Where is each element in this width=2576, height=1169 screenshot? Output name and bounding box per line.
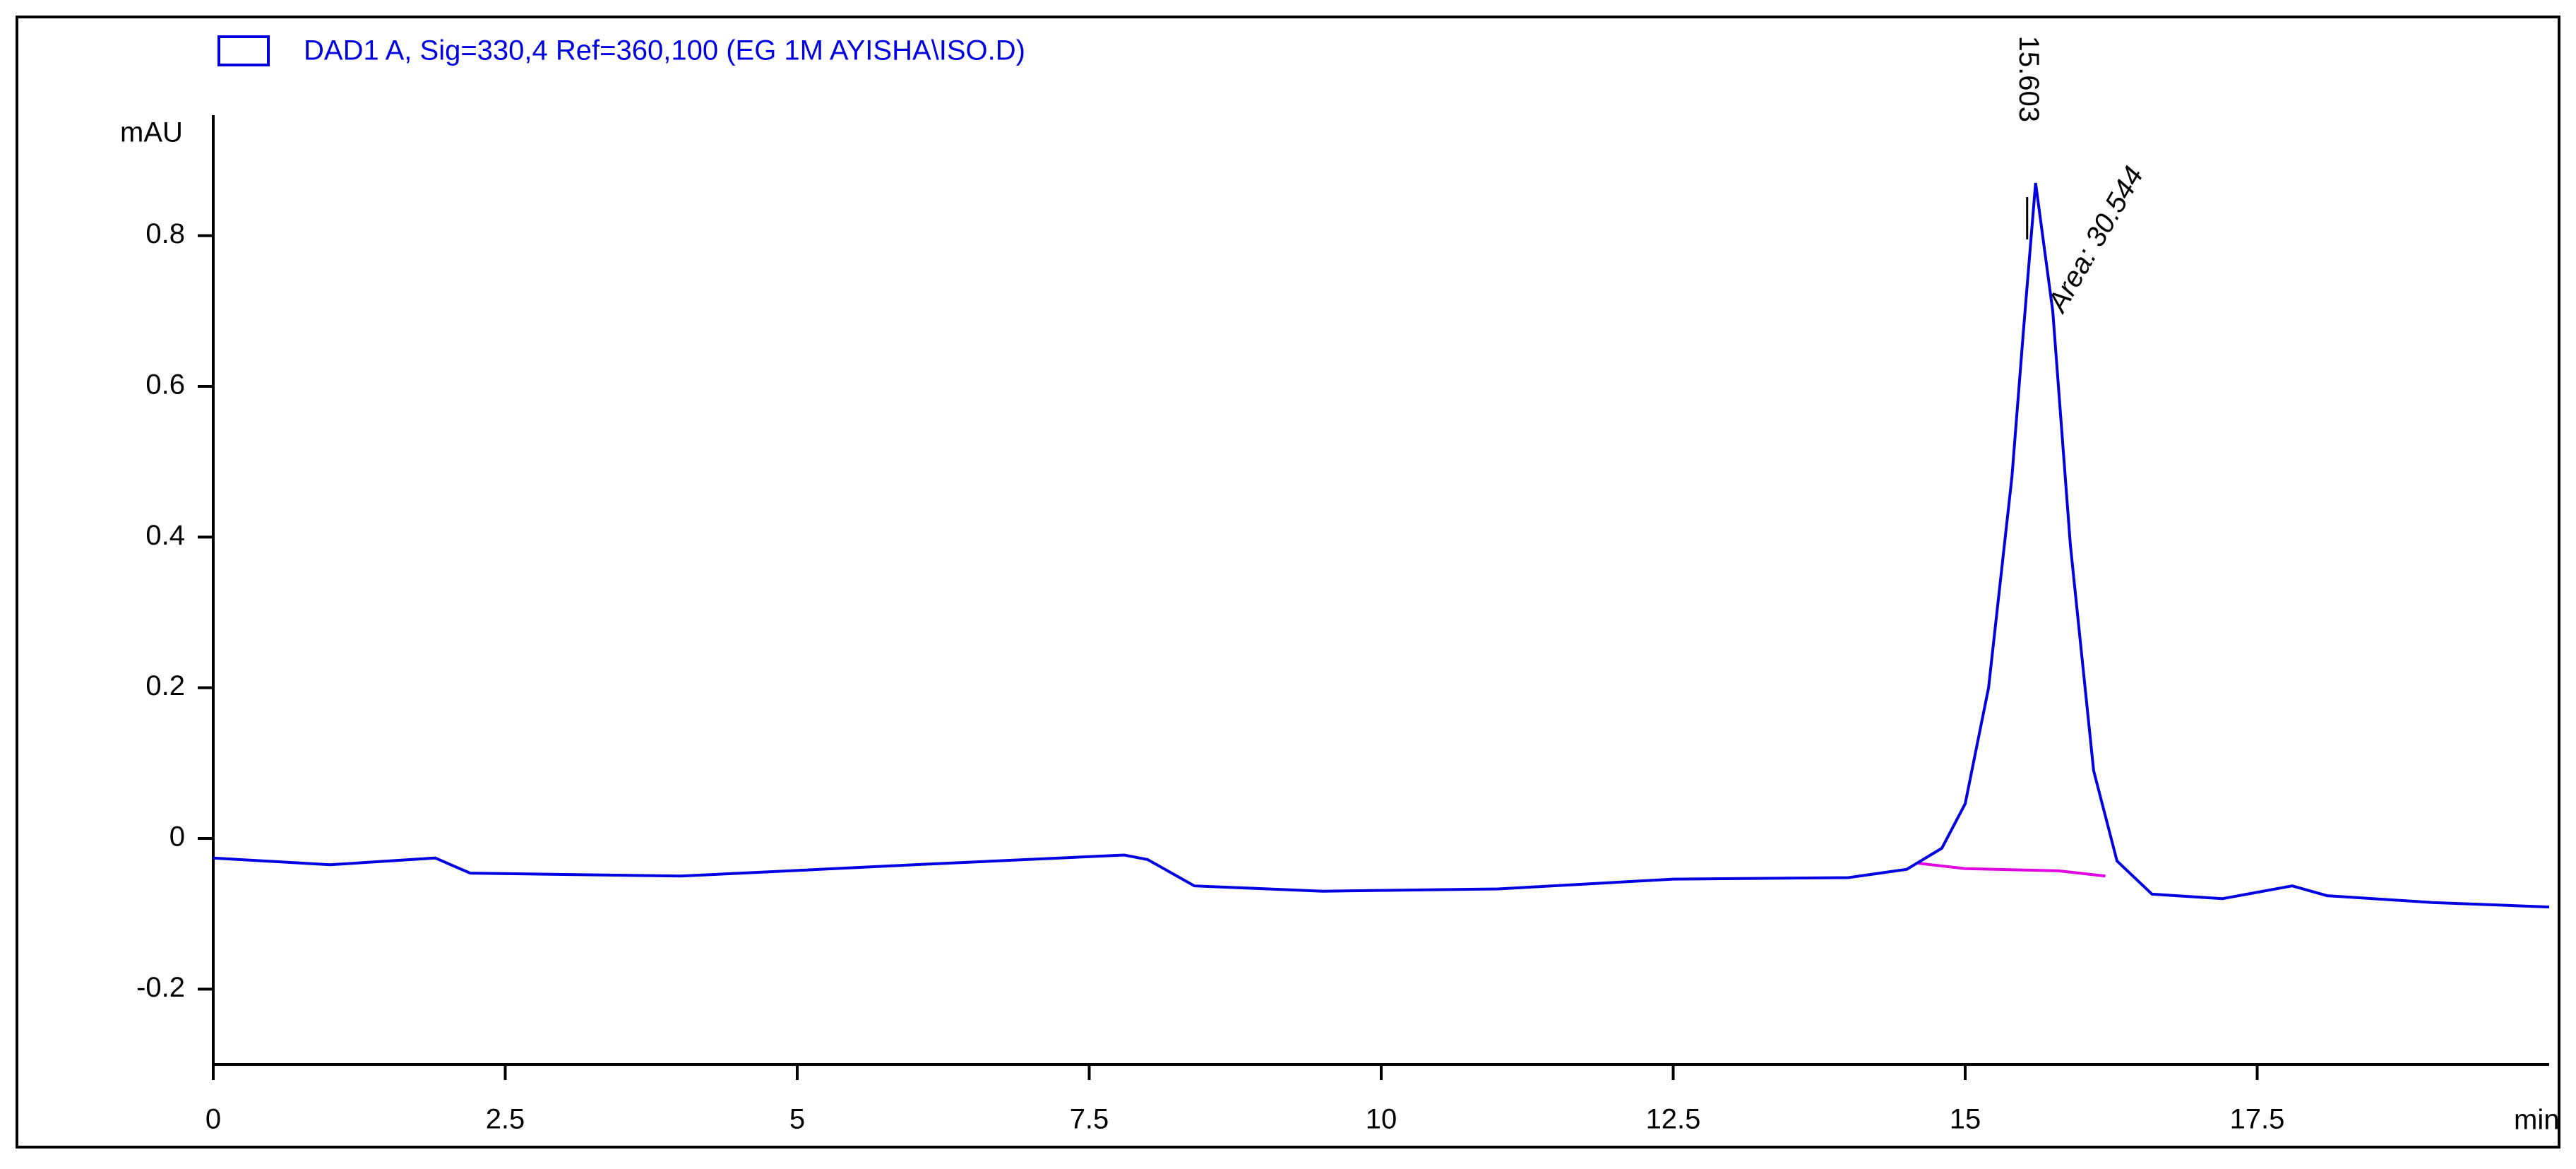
legend-swatch: [217, 35, 270, 66]
y-tick-label: 0.2: [145, 670, 185, 701]
x-tick-label: 10: [1366, 1104, 1397, 1135]
legend-label: DAD1 A, Sig=330,4 Ref=360,100 (EG 1M AYI…: [304, 35, 1025, 66]
y-tick-label: -0.2: [136, 972, 185, 1003]
peak-label: 15.603: [2013, 36, 2044, 122]
baseline: [1918, 862, 2106, 878]
frame: [16, 16, 2560, 1149]
signal-line: [213, 182, 2550, 909]
y-tick-label: 0.4: [145, 520, 185, 551]
x-tick-label: 2.5: [486, 1104, 525, 1135]
y-axis-label: mAU: [120, 117, 183, 148]
x-tick-label: 15: [1950, 1104, 1981, 1135]
x-tick-label: 5: [789, 1104, 805, 1135]
y-tick-label: 0.8: [145, 218, 185, 249]
y-tick-label: 0.6: [145, 369, 185, 400]
x-tick-label: 7.5: [1070, 1104, 1109, 1135]
x-tick-label: 12.5: [1646, 1104, 1701, 1135]
x-axis-label: min: [2514, 1105, 2559, 1136]
x-tick-label: 17.5: [2230, 1104, 2285, 1135]
area-label: Area: 30.544: [2041, 161, 2150, 318]
y-tick-label: 0: [169, 821, 185, 853]
x-tick-label: 0: [205, 1104, 221, 1135]
